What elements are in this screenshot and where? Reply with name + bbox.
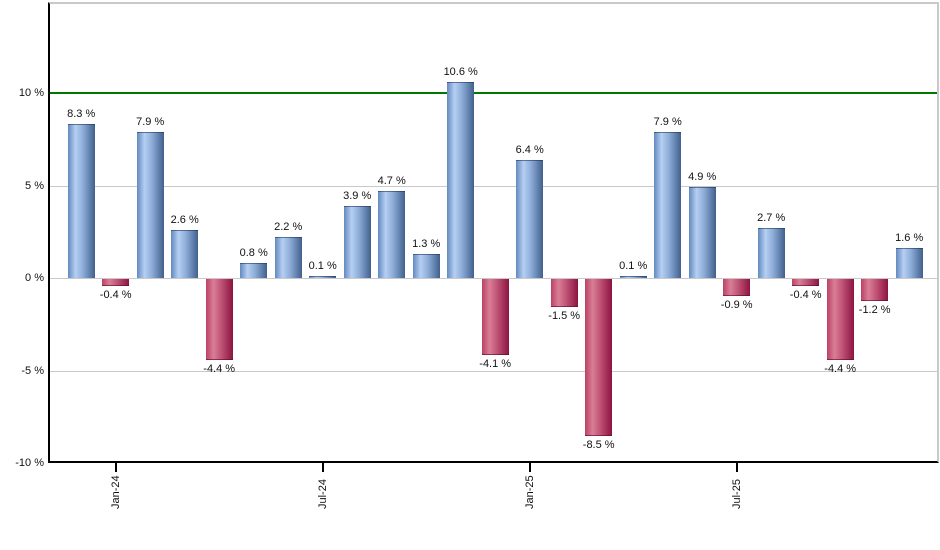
bar-value-label: 4.9 % xyxy=(688,171,717,184)
bar-Oct-24 xyxy=(412,253,440,278)
bar-value-label: 7.9 % xyxy=(136,115,165,128)
bar-Nov-24 xyxy=(447,81,475,278)
bar-Feb-25 xyxy=(550,279,578,307)
bar-Jul-25 xyxy=(723,279,751,296)
bar-value-label: 1.6 % xyxy=(895,232,924,245)
x-axis-tick xyxy=(114,463,117,472)
bar-Aug-25 xyxy=(757,228,785,279)
bar-value-label: 0.8 % xyxy=(239,247,268,260)
x-axis-tick-label: Jan-24 xyxy=(109,475,122,509)
bar-value-label: 2.2 % xyxy=(274,221,303,234)
bar-value-label: -0.4 % xyxy=(99,289,132,302)
bar-value-label: 2.6 % xyxy=(170,213,199,226)
bar-value-label: 6.4 % xyxy=(515,143,544,156)
bar-Sep-24 xyxy=(378,191,406,279)
bar-Sep-25 xyxy=(792,279,820,287)
bar-Jan-24 xyxy=(102,279,130,287)
bar-value-label: 8.3 % xyxy=(67,108,96,121)
y-axis-tick-label: 5 % xyxy=(25,179,44,192)
x-axis-tick xyxy=(528,463,531,472)
bar-value-label: -8.5 % xyxy=(582,439,615,452)
bar-value-label: 4.7 % xyxy=(377,175,406,188)
y-axis-tick-label: -10 % xyxy=(15,457,44,469)
x-axis-tick-label: Jul-24 xyxy=(316,479,329,509)
plot-area: 8.3 % -0.4 % 7.9 % 2.6 % -4.4 % 0.8 % 2.2 % 0.1… xyxy=(48,2,939,463)
x-axis-tick-label: Jul-25 xyxy=(730,479,743,509)
gridline--5 xyxy=(50,370,937,372)
bar-value-label: -0.4 % xyxy=(789,289,822,302)
bar-Oct-25 xyxy=(826,279,854,361)
bar-Nov-25 xyxy=(861,279,889,302)
reference-line-10pct xyxy=(50,92,937,94)
bar-Aug-24 xyxy=(343,205,371,278)
bar-value-label: 0.1 % xyxy=(308,260,337,273)
x-axis-tick xyxy=(735,463,738,472)
x-axis-tick xyxy=(321,463,324,472)
bar-Jun-25 xyxy=(688,187,716,278)
bar-value-label: -4.4 % xyxy=(824,363,857,376)
bar-Jul-24 xyxy=(309,276,337,278)
bar-Dec-24 xyxy=(481,279,509,355)
gridline-5 xyxy=(50,185,937,187)
bar-May-25 xyxy=(654,131,682,278)
bar-value-label: 0.1 % xyxy=(619,260,648,273)
bar-Apr-24 xyxy=(205,279,233,361)
bar-value-label: -1.5 % xyxy=(548,309,581,322)
bar-value-label: -4.4 % xyxy=(203,363,236,376)
gridline-0 xyxy=(50,278,937,279)
bar-value-label: -4.1 % xyxy=(479,357,512,370)
bar-value-label: 2.7 % xyxy=(757,212,786,225)
bar-Mar-24 xyxy=(171,229,199,278)
bar-Dec-25 xyxy=(895,248,923,278)
bar-Jun-24 xyxy=(274,237,302,278)
bar-Dec-23 xyxy=(67,124,95,278)
bar-value-label: 3.9 % xyxy=(343,189,372,202)
y-axis-tick-label: -5 % xyxy=(21,364,44,377)
bar-value-label: -0.9 % xyxy=(720,298,753,311)
y-axis-tick-label: 0 % xyxy=(25,272,44,284)
bar-value-label: 1.3 % xyxy=(412,237,441,250)
bar-value-label: -1.2 % xyxy=(858,304,891,317)
bar-Jan-25 xyxy=(516,159,544,278)
bar-value-label: 7.9 % xyxy=(653,115,682,128)
bar-May-24 xyxy=(240,263,268,278)
bar-value-label: 10.6 % xyxy=(443,65,478,78)
bar-Apr-25 xyxy=(619,276,647,278)
bar-Feb-24 xyxy=(136,131,164,278)
y-axis-tick-label: 10 % xyxy=(18,87,44,99)
x-axis-tick-label: Jan-25 xyxy=(523,475,536,509)
bar-Mar-25 xyxy=(585,279,613,437)
